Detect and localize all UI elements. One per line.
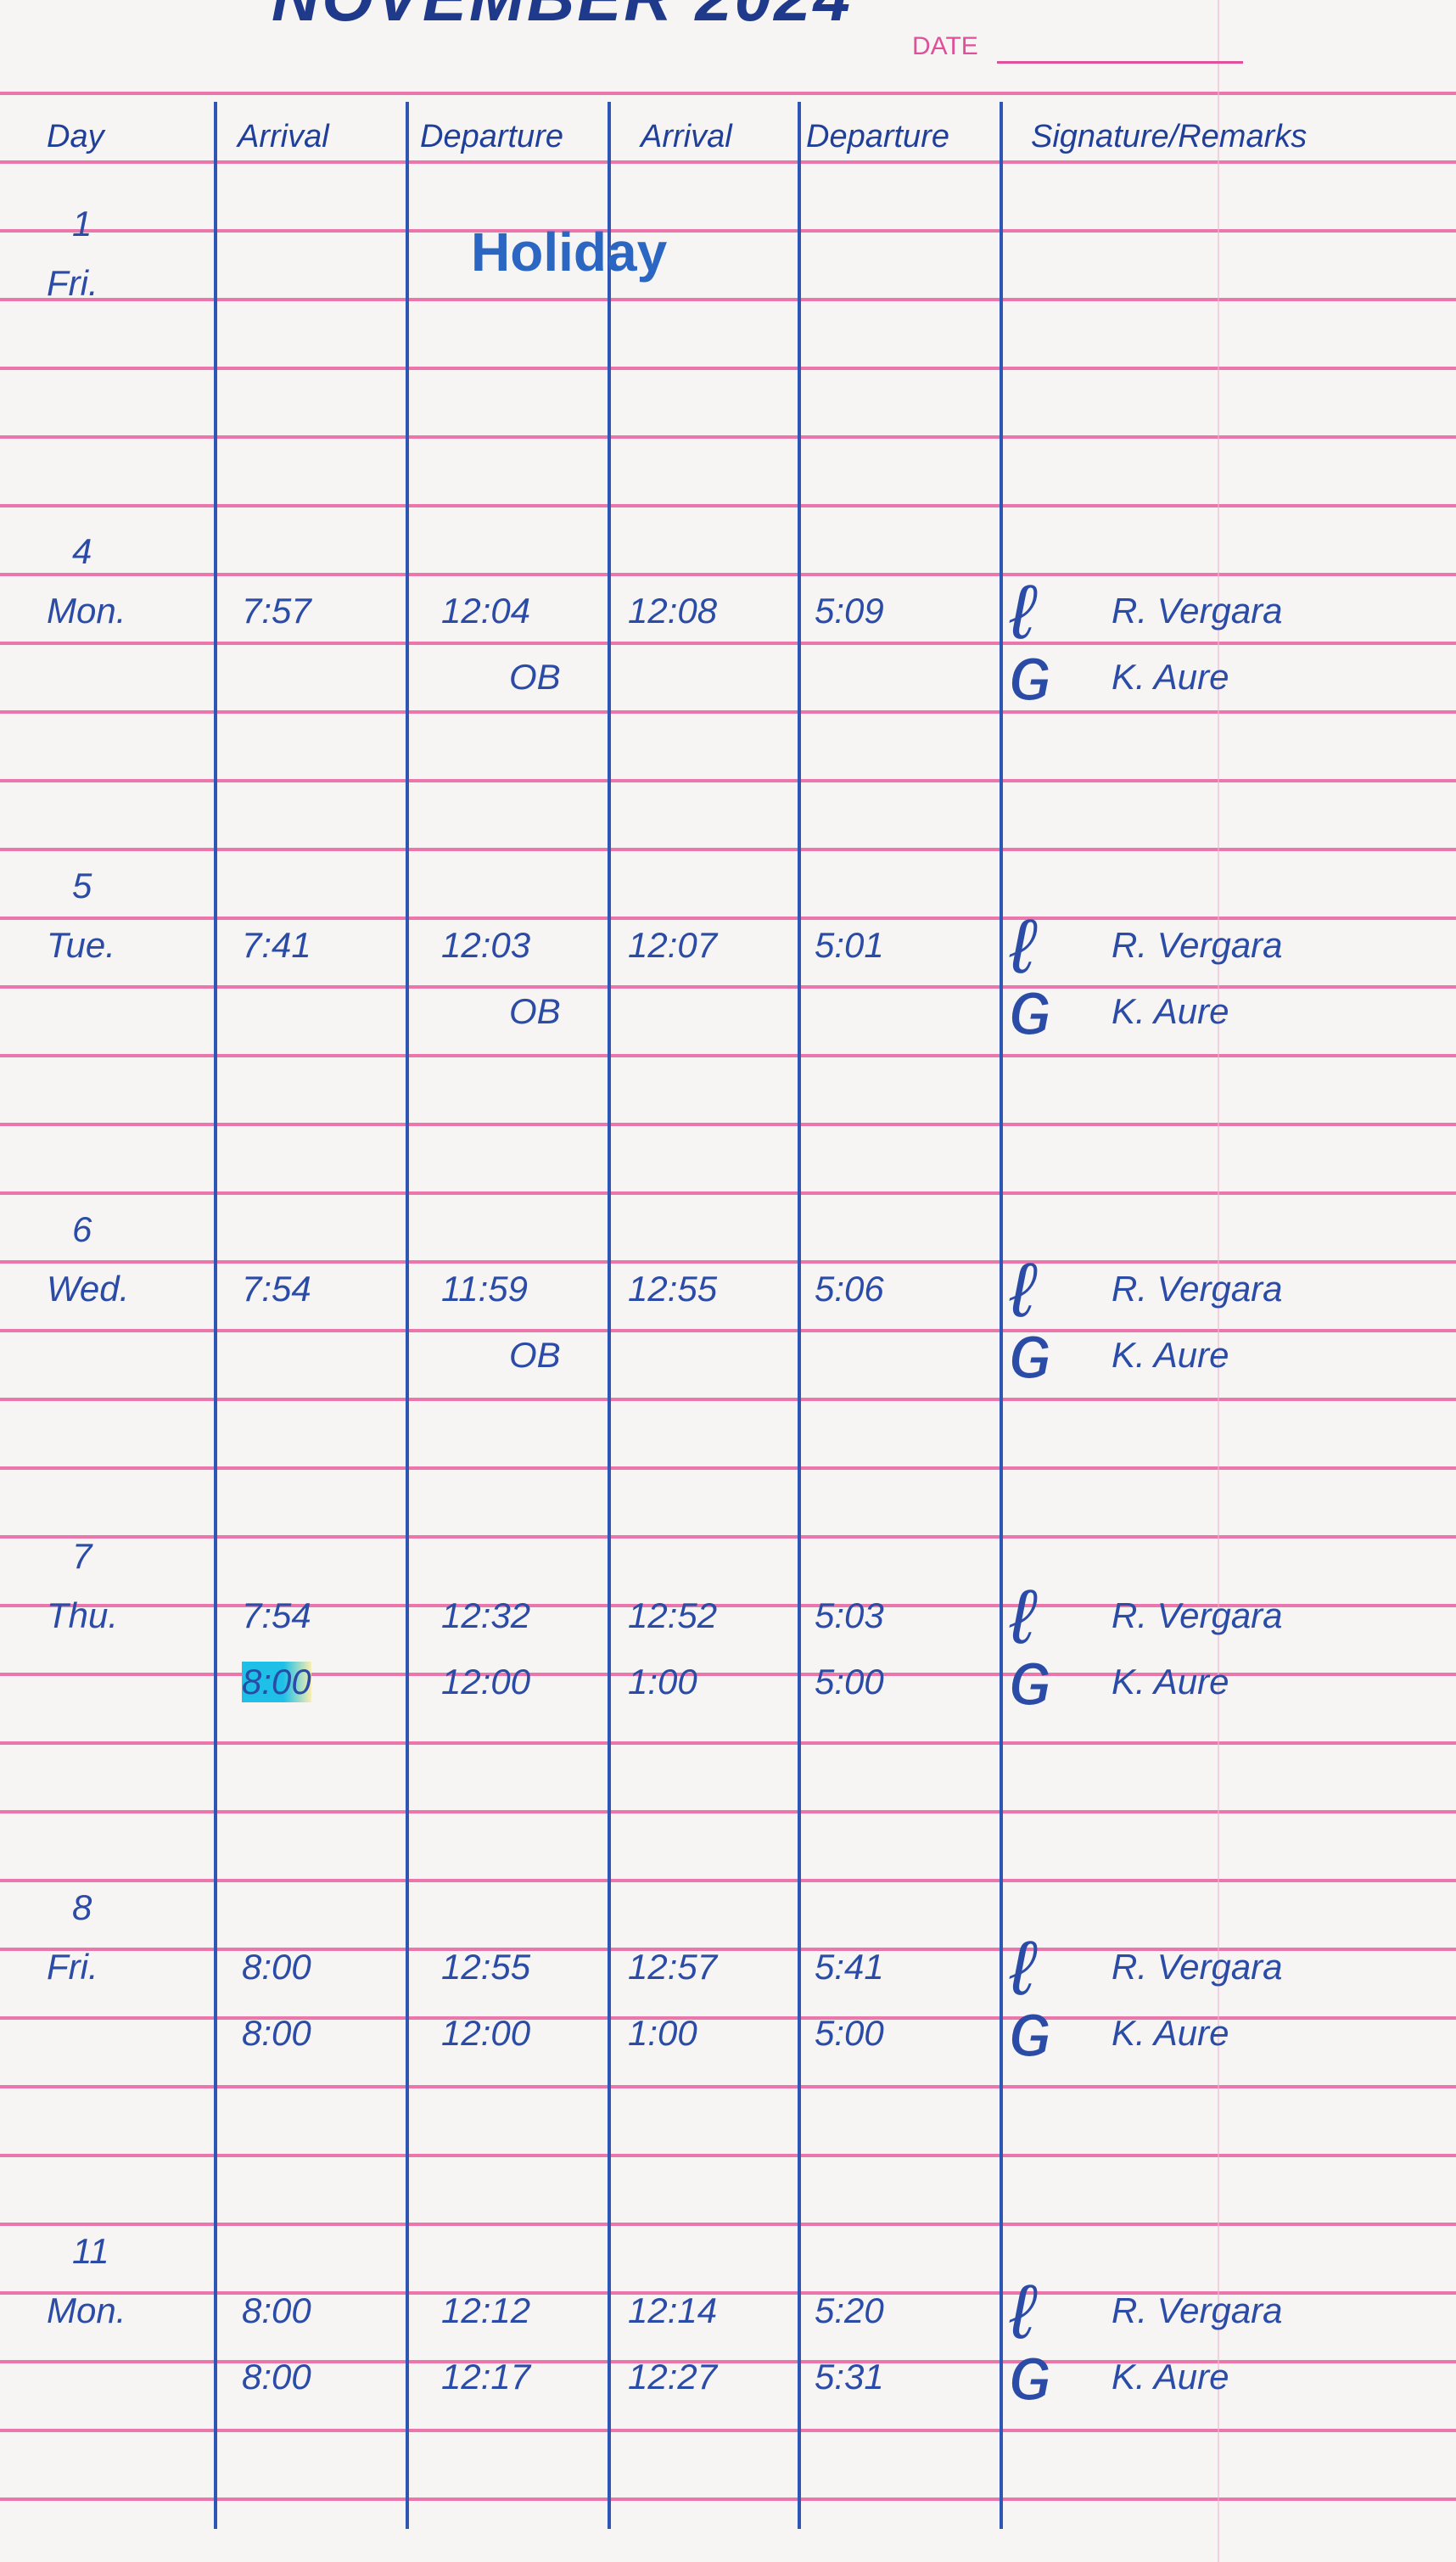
time-arrival-am: 7:41	[242, 925, 311, 965]
time-departure-pm: 5:20	[815, 2290, 884, 2330]
day-of-week: Thu.	[47, 1595, 119, 1635]
time-arrival-am: 8:00	[242, 1662, 311, 1702]
holiday-note: Holiday	[471, 221, 668, 283]
time-arrival-pm: 12:55	[628, 1269, 718, 1309]
signature-name: R. Vergara	[1112, 1269, 1283, 1309]
signature-mark: ℓ	[1010, 1926, 1035, 2011]
header-departure-pm: Departure	[806, 119, 949, 154]
day-number: 1	[72, 204, 92, 244]
column-divider	[1000, 102, 1003, 2529]
signature-name: K. Aure	[1112, 2357, 1229, 2397]
signature-mark: ɢ	[1010, 631, 1052, 716]
signature-mark: ɢ	[1010, 966, 1052, 1051]
time-departure-am: OB	[509, 657, 561, 697]
day-number: 11	[72, 2231, 109, 2271]
time-arrival-pm: 12:52	[628, 1595, 718, 1635]
time-departure-am: 12:03	[441, 925, 531, 965]
time-departure-am: 12:12	[441, 2290, 531, 2330]
time-arrival-pm: 1:00	[628, 2013, 697, 2053]
day-number: 6	[72, 1209, 92, 1249]
signature-name: R. Vergara	[1112, 591, 1283, 631]
signature-name: K. Aure	[1112, 991, 1229, 1031]
time-departure-am: 12:00	[441, 1662, 531, 1701]
header-arrival-am: Arrival	[238, 119, 329, 154]
time-arrival-am: 8:00	[242, 1947, 311, 1987]
time-departure-am: 12:00	[441, 2013, 531, 2053]
date-label: DATE	[912, 32, 978, 60]
signature-mark: ℓ	[1010, 1575, 1035, 1660]
header-signature-remarks: Signature/Remarks	[1031, 119, 1308, 154]
time-departure-am: 12:04	[441, 591, 531, 631]
column-divider	[798, 102, 801, 2529]
time-departure-pm: 5:01	[815, 925, 884, 965]
signature-mark: ɢ	[1010, 1987, 1052, 2072]
time-departure-am: OB	[509, 1335, 561, 1375]
day-of-week: Wed.	[47, 1269, 130, 1309]
day-of-week: Tue.	[47, 925, 115, 965]
day-number: 7	[72, 1536, 92, 1576]
signature-mark: ɢ	[1010, 1636, 1052, 1721]
day-number: 4	[72, 531, 92, 571]
time-arrival-am: 8:00	[242, 2290, 311, 2330]
day-of-week: Mon.	[47, 591, 126, 631]
header-arrival-pm: Arrival	[641, 119, 732, 154]
day-number: 5	[72, 866, 92, 905]
time-departure-pm: 5:03	[815, 1595, 884, 1635]
signature-name: K. Aure	[1112, 1662, 1229, 1701]
time-departure-pm: 5:31	[815, 2357, 884, 2397]
header-day: Day	[47, 119, 104, 154]
time-arrival-pm: 12:27	[628, 2357, 718, 2397]
time-departure-pm: 5:06	[815, 1269, 884, 1309]
signature-mark: ℓ	[1010, 570, 1035, 655]
time-departure-pm: 5:09	[815, 591, 884, 631]
time-arrival-pm: 12:07	[628, 925, 718, 965]
day-of-week: Fri.	[47, 263, 98, 303]
time-arrival-pm: 1:00	[628, 1662, 697, 1701]
time-arrival-pm: 12:14	[628, 2290, 718, 2330]
signature-mark: ɢ	[1010, 1309, 1052, 1394]
time-departure-am: 11:59	[441, 1269, 528, 1309]
time-arrival-am: 7:57	[242, 591, 311, 631]
signature-name: R. Vergara	[1112, 1595, 1283, 1635]
time-arrival-pm: 12:08	[628, 591, 718, 631]
signature-mark: ɢ	[1010, 2331, 1052, 2416]
time-arrival-am: 8:00	[242, 2013, 311, 2053]
day-of-week: Mon.	[47, 2290, 126, 2330]
day-of-week: Fri.	[47, 1947, 98, 1987]
time-departure-pm: 5:00	[815, 2013, 884, 2053]
signature-mark: ℓ	[1010, 2270, 1035, 2355]
date-field-line	[997, 61, 1243, 64]
signature-mark: ℓ	[1010, 905, 1035, 989]
signature-name: R. Vergara	[1112, 925, 1283, 965]
signature-name: K. Aure	[1112, 1335, 1229, 1375]
time-arrival-pm: 12:57	[628, 1947, 718, 1987]
time-departure-am: 12:32	[441, 1595, 531, 1635]
ruled-lines	[0, 85, 1456, 2562]
signature-name: K. Aure	[1112, 657, 1229, 697]
time-arrival-am: 8:00	[242, 2357, 311, 2397]
signature-name: R. Vergara	[1112, 1947, 1283, 1987]
column-divider	[608, 102, 611, 2529]
time-departure-pm: 5:41	[815, 1947, 884, 1987]
time-arrival-am: 7:54	[242, 1269, 311, 1309]
header-departure-am: Departure	[420, 119, 563, 154]
signature-name: R. Vergara	[1112, 2290, 1283, 2330]
column-divider	[214, 102, 217, 2529]
margin-line	[1218, 0, 1219, 2562]
signature-name: K. Aure	[1112, 2013, 1229, 2053]
day-number: 8	[72, 1887, 92, 1927]
time-arrival-am: 7:54	[242, 1595, 311, 1635]
time-departure-am: OB	[509, 991, 561, 1031]
signature-mark: ℓ	[1010, 1248, 1035, 1333]
time-departure-am: 12:17	[441, 2357, 531, 2397]
time-departure-pm: 5:00	[815, 1662, 884, 1701]
page-title: NOVEMBER 2024	[272, 0, 853, 36]
column-divider	[406, 102, 409, 2529]
time-departure-am: 12:55	[441, 1947, 531, 1987]
